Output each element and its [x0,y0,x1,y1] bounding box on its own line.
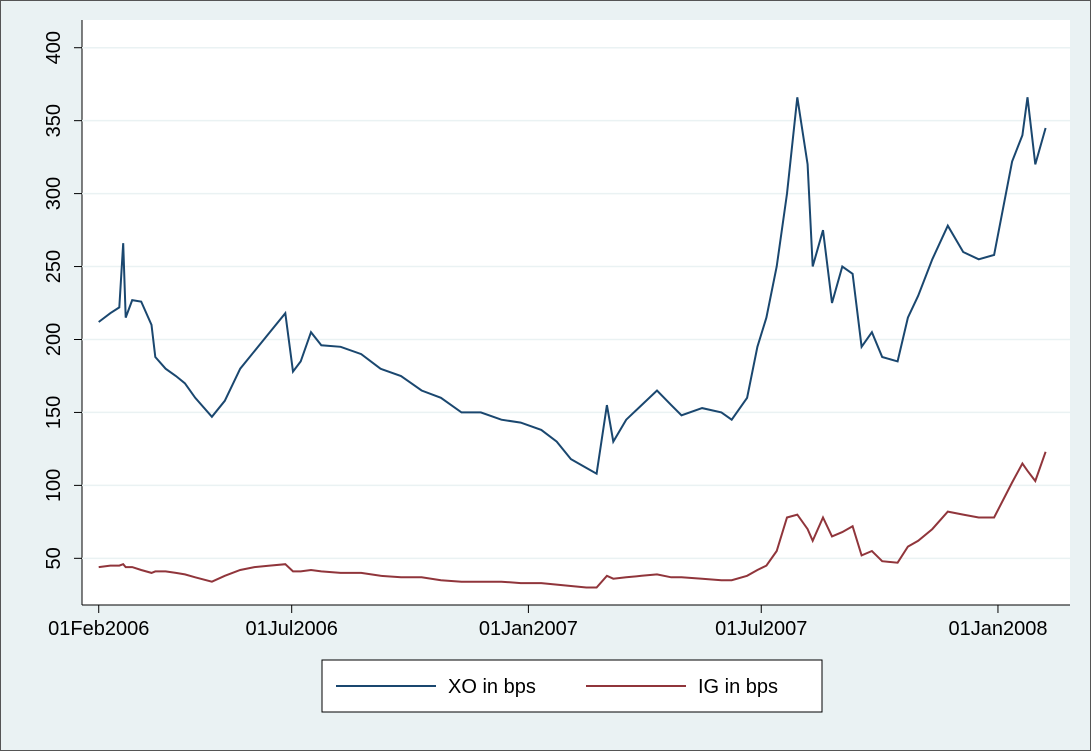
y-tick-label: 400 [43,31,65,64]
legend-label: XO in bps [448,676,536,698]
x-tick-label: 01Feb2006 [48,618,149,640]
x-tick-label: 01Jul2007 [715,618,807,640]
x-tick-label: 01Jul2006 [246,618,338,640]
line [98,451,1047,589]
line [98,97,1047,476]
y-tick-label: 100 [43,469,65,502]
y-tick-label: 200 [43,323,65,356]
x-tick-label: 01Jan2007 [479,618,578,640]
legend-label: IG in bps [698,676,778,698]
y-tick-label: 250 [43,250,65,283]
x-tick-label: 01Jan2008 [948,618,1047,640]
y-tick-label: 350 [43,104,65,137]
plot-area [82,20,1070,605]
y-tick-label: 150 [43,396,65,429]
y-tick-label: 50 [43,547,65,569]
y-tick-label: 300 [43,177,65,210]
